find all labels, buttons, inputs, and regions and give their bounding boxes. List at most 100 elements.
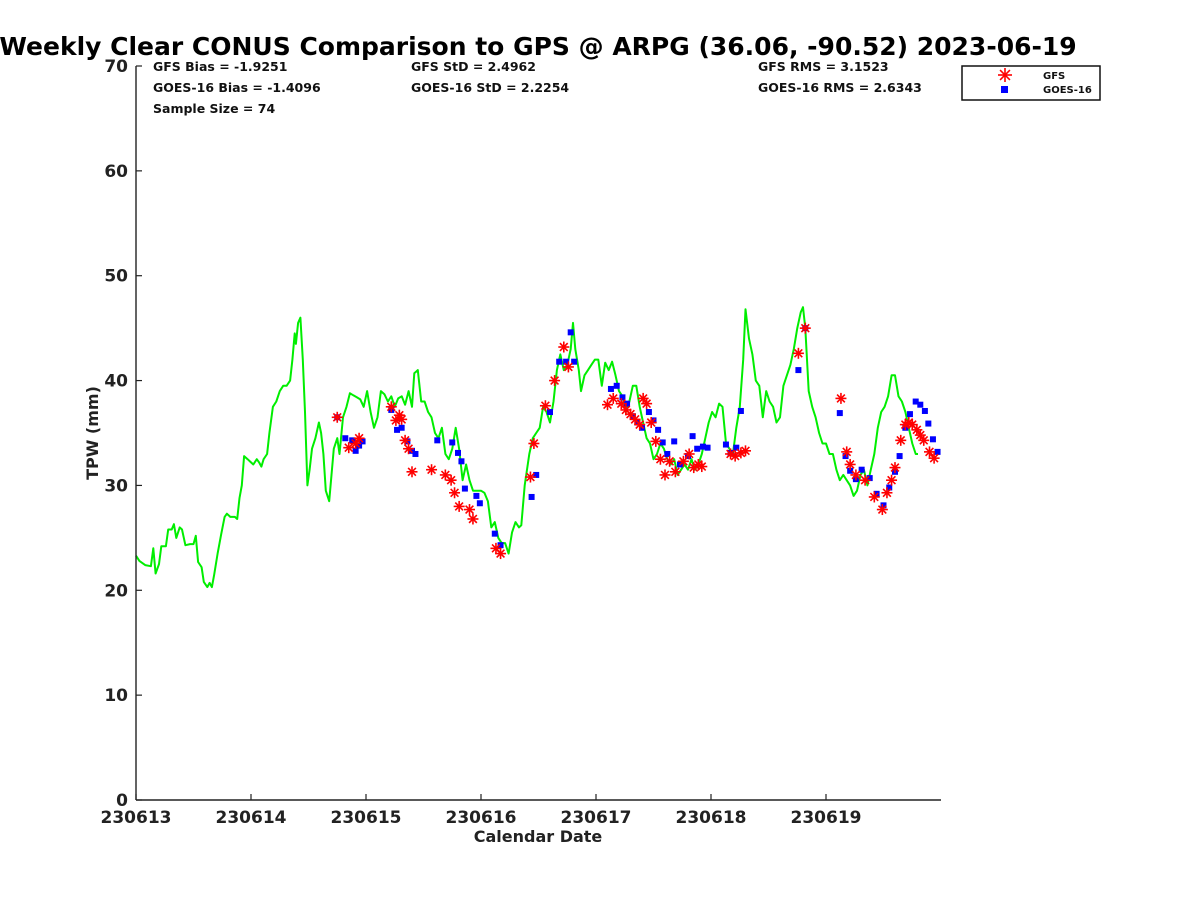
- goes16-point: [476, 500, 483, 507]
- goes16-point: [563, 358, 570, 365]
- goes16-point: [409, 447, 415, 454]
- gfs-series: [331, 322, 940, 560]
- goes16-point: [434, 437, 441, 444]
- goes16-point: [461, 485, 468, 492]
- x-axis-label: Calendar Date: [474, 827, 603, 846]
- gfs-point: [881, 487, 893, 499]
- goes16-point: [921, 407, 928, 414]
- goes16-point: [607, 385, 614, 392]
- gfs-point: [799, 322, 811, 334]
- gfs-point: [645, 417, 657, 429]
- gfs-point: [924, 446, 935, 458]
- sample-size-text: Sample Size = 74: [153, 101, 275, 116]
- gfs-point: [859, 474, 871, 486]
- goes16-point: [619, 394, 626, 401]
- goes16-point: [704, 444, 711, 451]
- gfs-point: [607, 392, 619, 404]
- goes16-point: [737, 407, 744, 414]
- goes-std-text: GOES-16 StD = 2.2254: [411, 80, 569, 95]
- goes16-point: [664, 450, 671, 457]
- y-tick-label: 0: [116, 791, 128, 811]
- gfs-point: [637, 392, 649, 404]
- goes16-point: [394, 426, 401, 433]
- goes16-series: [334, 325, 941, 549]
- goes16-point: [571, 358, 578, 365]
- x-tick-label: 230619: [791, 808, 862, 828]
- goes16-point: [929, 436, 936, 443]
- legend-box: [961, 65, 1101, 101]
- goes-bias-text: GOES-16 Bias = -1.4096: [153, 80, 321, 95]
- gfs-point: [677, 455, 689, 467]
- x-tick-label: 230617: [561, 808, 632, 828]
- gfs-point: [850, 469, 862, 481]
- goes16-point: [613, 382, 620, 389]
- goes16-point: [886, 484, 893, 491]
- x-tick-label: 230613: [101, 808, 172, 828]
- goes16-point: [567, 329, 574, 336]
- goes16-point: [836, 410, 843, 417]
- gfs-point: [659, 469, 671, 481]
- goes16-point: [880, 502, 887, 509]
- goes16-point: [699, 443, 706, 450]
- goes16-point: [497, 542, 504, 549]
- y-tick-label: 40: [104, 372, 128, 392]
- legend-gfs-marker: [998, 68, 1012, 82]
- gfs-point: [524, 471, 536, 483]
- gfs-point: [683, 448, 695, 460]
- gfs-point: [453, 500, 465, 512]
- goes16-point: [655, 426, 662, 433]
- y-tick-label: 10: [104, 686, 128, 706]
- gfs-point: [650, 435, 662, 447]
- y-tick-label: 70: [104, 57, 128, 77]
- gfs-point: [886, 474, 898, 486]
- gfs-point: [876, 504, 888, 516]
- gfs-point: [615, 398, 627, 410]
- goes16-point: [624, 400, 631, 407]
- gfs-point: [353, 432, 365, 444]
- gfs-point: [399, 434, 411, 446]
- legend-goes-label: GOES-16: [1043, 85, 1092, 96]
- goes16-point: [398, 424, 405, 431]
- y-tick-label: 30: [104, 476, 128, 496]
- goes16-point: [694, 445, 701, 452]
- goes16-point: [449, 439, 456, 446]
- gfs-point: [740, 445, 751, 457]
- goes16-point: [645, 409, 652, 416]
- gfs-point: [385, 401, 397, 413]
- gps-line: [135, 306, 918, 589]
- goes16-point: [491, 530, 498, 537]
- goes16-point: [795, 367, 802, 374]
- x-axis-ticks: 230613 230614 230615 230616 230617 230618 2306…: [101, 794, 862, 828]
- legend-gfs-star: [998, 68, 1012, 82]
- gps-series: [135, 306, 918, 589]
- goes16-point: [689, 433, 696, 440]
- gfs-point: [528, 437, 540, 449]
- goes16-point: [356, 442, 363, 449]
- goes16-point: [842, 453, 849, 460]
- goes16-point: [917, 401, 924, 408]
- gfs-point: [495, 548, 507, 560]
- gfs-point: [562, 361, 574, 373]
- x-tick-label: 230615: [331, 808, 402, 828]
- goes16-point: [458, 458, 465, 465]
- goes16-point: [533, 471, 540, 478]
- goes16-point: [896, 453, 903, 460]
- gfs-rms-text: GFS RMS = 3.1523: [758, 59, 889, 74]
- gfs-point: [634, 419, 646, 431]
- goes16-point: [352, 447, 359, 454]
- gfs-point: [449, 487, 461, 499]
- goes16-point: [412, 450, 419, 457]
- goes16-point: [858, 466, 865, 473]
- goes16-point: [455, 449, 461, 456]
- gfs-point: [396, 413, 408, 425]
- gfs-point: [844, 458, 856, 470]
- gfs-point: [426, 464, 438, 476]
- y-tick-label: 20: [104, 581, 128, 601]
- gfs-point: [464, 504, 475, 516]
- goes16-point: [733, 444, 740, 451]
- gfs-point: [899, 419, 911, 431]
- goes16-point: [547, 409, 553, 416]
- gfs-point: [403, 443, 415, 455]
- goes-rms-text: GOES-16 RMS = 2.6343: [758, 80, 922, 95]
